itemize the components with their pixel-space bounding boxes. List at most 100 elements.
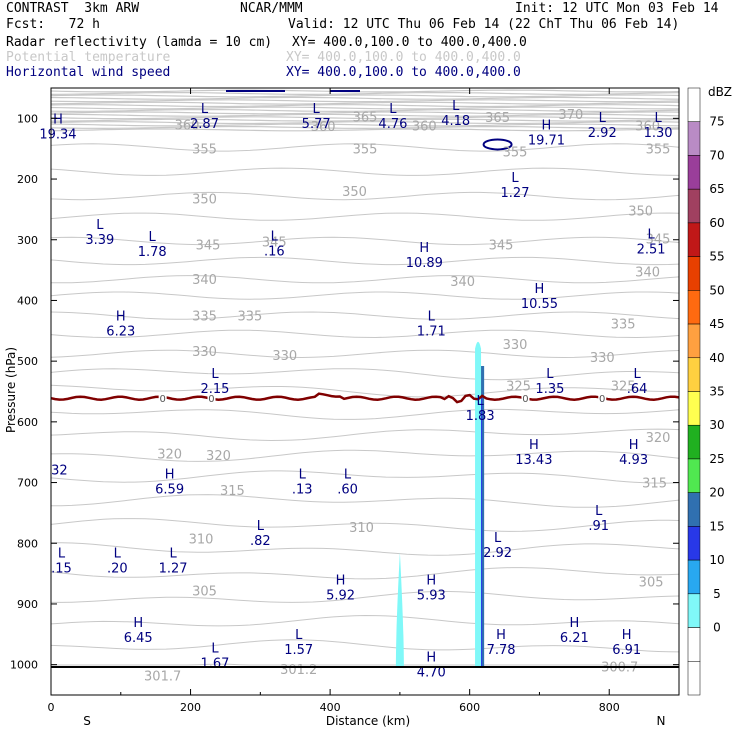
theta-line (51, 663, 679, 666)
colorbar-swatch (687, 256, 701, 291)
theta-line (50, 449, 680, 462)
y-axis-label: Pressure (hPa) (4, 347, 18, 433)
field-xy-wind: XY= 400.0,100.0 to 400.0,400.0 (286, 65, 521, 80)
theta-label: 301.2 (280, 663, 317, 678)
theta-label: 301.7 (144, 670, 181, 685)
extremum-type: L (477, 394, 485, 409)
y-tick-label: 1000 (10, 659, 38, 672)
extremum-value: 5.77 (302, 117, 331, 132)
extremum-value: .82 (250, 534, 271, 549)
colorbar-label: 65 (709, 182, 724, 196)
extremum-type: L (58, 546, 66, 561)
extremum-type: H (336, 574, 346, 589)
extremum-value: .91 (588, 519, 609, 534)
extremum-type: H (496, 628, 506, 643)
extremum-type: H (133, 616, 143, 631)
freezing-level-line (50, 392, 680, 404)
extremum-value: 2.92 (483, 546, 512, 561)
theta-line (50, 494, 680, 508)
extremum-value: 10.55 (521, 297, 558, 312)
y-tick-label: 500 (17, 355, 38, 368)
extremum-type: H (426, 574, 436, 589)
colorbar-label: 10 (709, 553, 724, 567)
theta-line (50, 191, 680, 201)
theta-line (50, 94, 680, 98)
theta-label: 360 (311, 120, 336, 135)
extremum-type: L (211, 642, 219, 657)
theta-line (50, 428, 680, 442)
extremum-value: 1.27 (501, 186, 530, 201)
extremum-type: L (257, 519, 265, 534)
x-tick-label: 600 (459, 701, 480, 714)
extremum-value: 6.23 (106, 325, 135, 340)
extremum-value: 1.83 (466, 409, 495, 424)
colorbar-label: 20 (709, 486, 724, 500)
theta-label: 345 (646, 233, 671, 248)
extremum-value: 3.39 (85, 233, 114, 248)
extremum-type: L (271, 229, 279, 244)
extremum-type: L (211, 367, 219, 382)
extremum-type: H (622, 628, 632, 643)
theta-line (50, 368, 680, 381)
extremum-type: L (654, 111, 662, 126)
extremum-value: 2.15 (201, 382, 230, 397)
theta-label: 330 (192, 345, 217, 360)
extremum-type: L (114, 546, 122, 561)
theta-label: 355 (646, 143, 671, 158)
theta-line (50, 123, 680, 127)
reflectivity-cores (395, 341, 485, 668)
freezing-label: 0 (522, 394, 528, 405)
valid-time: Valid: 12 UTC Thu 06 Feb 14 (22 ChT Thu … (288, 17, 680, 32)
extremum-value: 2.92 (588, 126, 617, 141)
colorbar-label: 70 (709, 148, 724, 162)
extremum-type: L (494, 531, 502, 546)
extremum-type: L (299, 467, 307, 482)
extremum-value: .15 (51, 561, 72, 576)
extremum-type: L (96, 218, 104, 233)
theta-line (50, 106, 679, 110)
extremum-value: 4.76 (378, 117, 407, 132)
y-tick-label: 200 (17, 173, 38, 186)
weak-echo (395, 552, 404, 668)
extremum-type: H (53, 112, 63, 127)
extremum-type: H (535, 282, 545, 297)
colorbar-swatch (687, 559, 701, 595)
theta-line (50, 291, 680, 300)
extremum-type: L (295, 628, 303, 643)
theta-label: 335 (237, 310, 262, 325)
theta-line (50, 614, 680, 627)
theta-label: 335 (611, 318, 636, 333)
extremum-value: 6.59 (155, 482, 184, 497)
field-name-wind: Horizontal wind speed (6, 65, 171, 80)
extremum-value: 32 (51, 464, 68, 479)
extremum-value: .16 (264, 244, 285, 259)
extremum-type: H (116, 310, 126, 325)
extremum-value: 1.27 (159, 561, 188, 576)
theta-line (50, 384, 679, 398)
theta-label: 325 (506, 379, 531, 394)
extremum-value: .64 (627, 382, 648, 397)
theta-line (50, 116, 680, 120)
extremum-value: 1.71 (417, 325, 446, 340)
init-time: Init: 12 UTC Mon 03 Feb 14 (515, 1, 719, 16)
theta-labels: 370 365 365 360 360 360 360 355 355 355 355 350 350 3… (144, 108, 670, 684)
theta-label: 345 (489, 239, 514, 254)
theta-label: 305 (192, 585, 217, 600)
theta-label: 340 (450, 275, 475, 290)
theta-label: 340 (635, 265, 660, 280)
theta-line (50, 256, 680, 266)
extremum-value: 5.92 (326, 589, 355, 604)
theta-label: 345 (262, 236, 287, 251)
theta-line (50, 143, 680, 152)
theta-line (50, 567, 680, 580)
theta-line (50, 104, 680, 108)
extremum-value: .20 (107, 561, 128, 576)
theta-label: 335 (192, 310, 217, 325)
freezing-label-bg (598, 393, 607, 404)
extremum-type: L (201, 102, 209, 117)
extremum-value: 2.87 (190, 117, 219, 132)
extremum-type: H (165, 467, 175, 482)
plot-frame (50, 87, 680, 696)
theta-label: 360 (412, 120, 437, 135)
